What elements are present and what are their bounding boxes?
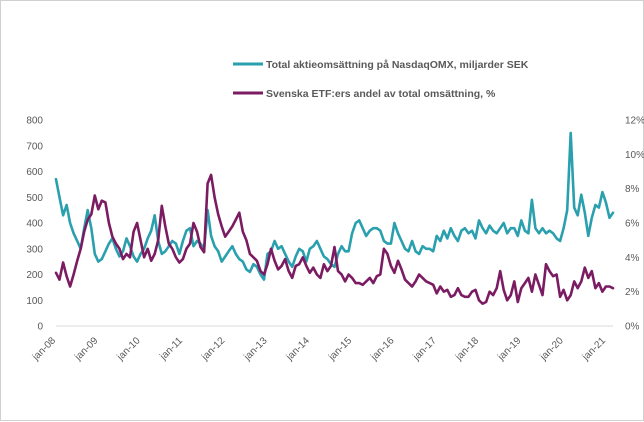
- right-y-tick-label: 10%: [625, 150, 644, 161]
- x-tick-label: jan-14: [284, 335, 312, 363]
- x-tick-label: jan-19: [495, 335, 523, 363]
- left-y-tick-label: 500: [26, 193, 43, 204]
- turnover-series-line: [54, 131, 615, 281]
- left-y-tick-label: 400: [26, 219, 43, 230]
- legend-label-turnover: Total aktieomsättning på NasdaqOMX, milj…: [266, 59, 529, 71]
- x-tick-label: jan-10: [115, 335, 143, 363]
- right-y-tick-label: 6%: [625, 219, 640, 230]
- series-layer: [54, 131, 615, 305]
- x-tick-label: jan-18: [453, 335, 481, 363]
- left-y-tick-label: 100: [26, 296, 43, 307]
- x-tick-label: jan-11: [157, 335, 185, 363]
- left-y-tick-label: 0: [37, 322, 43, 333]
- right-y-tick-label: 12%: [625, 116, 644, 127]
- x-axis: jan-08 jan-09 jan-10 jan-11 jan-12 jan-13 jan-…: [30, 335, 608, 363]
- x-tick-label: jan-21: [580, 335, 608, 363]
- left-y-tick-label: 200: [26, 270, 43, 281]
- x-tick-label: jan-13: [241, 335, 269, 363]
- left-y-tick-label: 800: [26, 116, 43, 127]
- legend: Total aktieomsättning på NasdaqOMX, milj…: [233, 59, 529, 100]
- right-y-tick-label: 4%: [625, 253, 640, 264]
- left-y-axis: 0 100 200 300 400 500 600 700 800: [26, 116, 43, 333]
- x-tick-label: jan-09: [72, 335, 100, 363]
- right-y-tick-label: 2%: [625, 287, 640, 298]
- legend-label-etf-share: Svenska ETF:ers andel av total omsättnin…: [266, 88, 496, 100]
- right-y-axis: 0% 2% 4% 6% 8% 10% 12%: [625, 116, 644, 333]
- left-y-tick-label: 700: [26, 141, 43, 152]
- x-tick-label: jan-16: [368, 335, 396, 363]
- x-tick-label: jan-20: [538, 335, 566, 363]
- left-y-tick-label: 300: [26, 244, 43, 255]
- x-tick-label: jan-17: [411, 335, 439, 363]
- x-tick-label: jan-15: [326, 335, 354, 363]
- right-y-tick-label: 0%: [625, 322, 640, 333]
- x-tick-label: jan-12: [199, 335, 227, 363]
- etf-share-series-line: [54, 173, 615, 305]
- x-tick-label: jan-08: [30, 335, 58, 363]
- right-y-tick-label: 8%: [625, 184, 640, 195]
- left-y-tick-label: 600: [26, 167, 43, 178]
